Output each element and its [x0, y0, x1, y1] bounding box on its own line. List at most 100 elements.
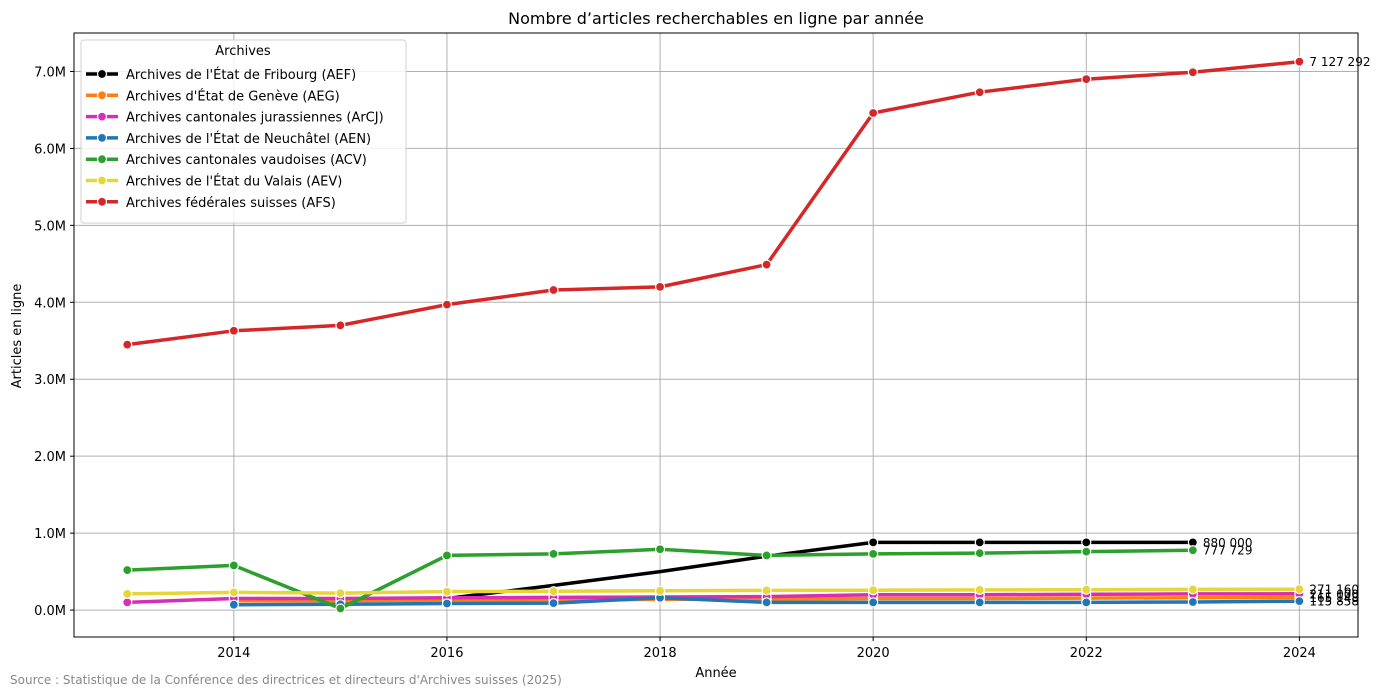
legend-label: Archives de l'État du Valais (AEV) — [126, 174, 342, 190]
data-point — [335, 588, 346, 599]
data-point — [228, 599, 239, 610]
data-point — [1294, 56, 1305, 67]
series-group — [122, 56, 1305, 614]
x-tick-label: 2016 — [430, 646, 463, 661]
legend-item[interactable]: Archives de l'État de Neuchâtel (AEN) — [86, 131, 371, 147]
chart-title: Nombre d’articles recherchables en ligne… — [508, 9, 924, 28]
legend-item[interactable]: Archives de l'État du Valais (AEV) — [86, 174, 342, 190]
data-point — [1294, 596, 1305, 607]
data-point — [1081, 74, 1092, 85]
legend-marker — [96, 111, 108, 122]
data-point — [1294, 584, 1305, 595]
data-point — [122, 339, 133, 350]
legend-label: Archives cantonales vaudoises (ACV) — [126, 153, 367, 168]
data-point — [122, 588, 133, 600]
y-tick-label: 2.0M — [34, 450, 66, 465]
x-tick-label: 2024 — [1283, 646, 1316, 661]
data-point — [868, 107, 879, 119]
end-value-label: 271 160 — [1309, 583, 1359, 597]
data-point — [868, 585, 879, 596]
data-point — [1081, 537, 1092, 548]
legend-item[interactable]: Archives cantonales jurassiennes (ArCJ) — [86, 111, 384, 126]
data-point — [974, 87, 985, 98]
series-line — [445, 537, 1198, 601]
plot-frame — [73, 32, 1359, 638]
series-path — [125, 592, 1302, 605]
legend-item[interactable]: Archives d'État de Genève (AEG) — [86, 88, 340, 104]
legend-item[interactable]: Archives fédérales suisses (AFS) — [86, 196, 336, 211]
data-point — [228, 560, 239, 571]
end-value-label: 211 000 — [1309, 587, 1359, 601]
end-value-label: 7 127 292 — [1309, 55, 1370, 69]
legend-marker — [96, 68, 108, 80]
data-point — [548, 598, 559, 609]
series-path — [125, 59, 1302, 347]
data-point — [335, 320, 346, 331]
axes: 2014 2016 2018 2020 2022 2024 0.0M 1.0M 2.0M 3.0M… — [34, 32, 1359, 661]
data-point — [974, 548, 985, 559]
data-point — [761, 550, 772, 561]
legend-title: Archives — [215, 44, 271, 59]
data-point — [548, 284, 559, 296]
data-point — [1187, 584, 1198, 595]
data-point — [868, 548, 879, 560]
data-point — [654, 544, 666, 555]
series-line — [122, 584, 1305, 600]
y-tick-label: 1.0M — [34, 527, 66, 542]
y-tick-label: 3.0M — [34, 373, 66, 388]
data-point — [335, 603, 346, 614]
data-point — [548, 586, 559, 597]
data-point — [974, 537, 985, 548]
data-point — [1187, 545, 1198, 556]
data-point — [868, 597, 879, 608]
y-tick-label: 5.0M — [34, 219, 66, 234]
series-path — [445, 540, 1195, 601]
data-point — [654, 585, 666, 596]
data-point — [1081, 597, 1092, 608]
end-value-label: 880 000 — [1203, 536, 1253, 550]
end-value-label: 165 148 — [1309, 591, 1359, 605]
data-point — [228, 325, 239, 336]
legend-marker — [96, 175, 108, 186]
data-point — [441, 299, 453, 310]
y-axis-label: Articles en ligne — [10, 284, 25, 389]
data-point — [122, 564, 133, 576]
legend-item[interactable]: Archives cantonales vaudoises (ACV) — [86, 153, 367, 168]
source-note: Source : Statistique de la Conférence de… — [10, 673, 562, 687]
data-point — [122, 597, 133, 608]
legend-label: Archives cantonales jurassiennes (ArCJ) — [126, 111, 384, 126]
data-point — [761, 585, 772, 596]
legend-marker — [96, 154, 108, 165]
legend[interactable]: Archives Archives de l'État de Fribourg (… — [80, 39, 407, 224]
legend-marker — [96, 90, 108, 101]
legend-item[interactable]: Archives de l'État de Fribourg (AEF) — [86, 67, 356, 83]
legend-label: Archives fédérales suisses (AFS) — [126, 196, 336, 211]
y-tick-label: 6.0M — [34, 142, 66, 157]
legend-marker — [96, 132, 108, 143]
data-point — [654, 281, 666, 293]
y-tick-label: 0.0M — [34, 604, 66, 619]
data-point — [974, 597, 985, 608]
grid — [74, 33, 1358, 637]
data-point — [761, 597, 772, 608]
data-point — [761, 259, 772, 270]
data-point — [548, 548, 559, 560]
legend-box — [80, 39, 407, 224]
x-tick-label: 2014 — [217, 646, 250, 661]
data-point — [1187, 596, 1198, 608]
data-point — [868, 537, 879, 548]
legend-label: Archives d'État de Genève (AEG) — [126, 88, 340, 104]
data-point — [228, 587, 239, 598]
data-point — [441, 550, 453, 561]
legend-marker — [96, 196, 108, 207]
data-point — [974, 584, 985, 596]
data-point — [1081, 546, 1092, 557]
x-tick-label: 2020 — [857, 646, 890, 661]
end-value-label: 115 858 — [1309, 595, 1359, 609]
end-value-label: 777 729 — [1203, 544, 1253, 558]
series-path — [125, 587, 1302, 596]
data-point — [441, 598, 453, 609]
data-point — [441, 586, 453, 597]
